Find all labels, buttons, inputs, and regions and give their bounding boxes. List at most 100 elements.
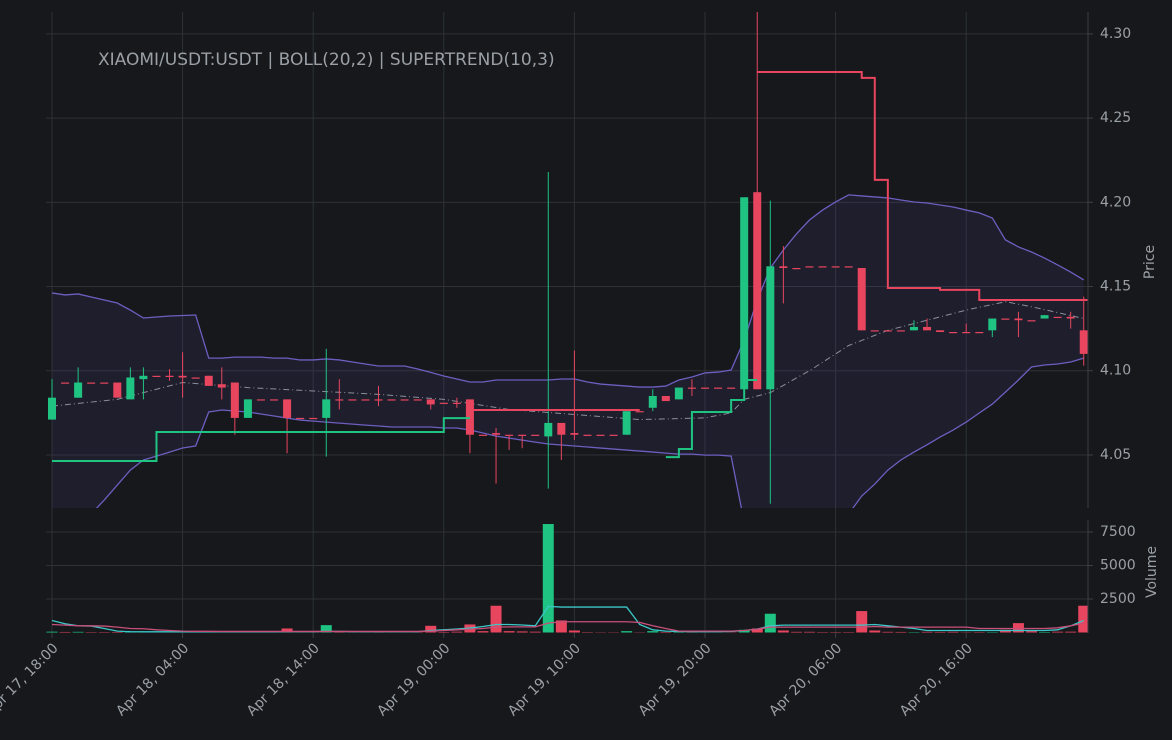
candle-body bbox=[361, 399, 370, 401]
candle-body bbox=[113, 382, 122, 398]
candle-body bbox=[949, 332, 958, 334]
candle-body bbox=[270, 399, 279, 401]
volume-bar bbox=[72, 631, 84, 633]
volume-bar bbox=[751, 628, 763, 633]
candle-body bbox=[1079, 330, 1088, 354]
candle-body bbox=[191, 377, 200, 379]
volume-bar bbox=[490, 605, 502, 633]
candle-body bbox=[962, 332, 971, 334]
volume-bar bbox=[542, 524, 554, 633]
candle-body bbox=[309, 417, 318, 420]
candle-body bbox=[740, 197, 749, 390]
y-tick-label: 7500 bbox=[1100, 524, 1136, 540]
volume-bar bbox=[1026, 631, 1037, 633]
candle-body bbox=[492, 433, 501, 435]
candle-body bbox=[152, 375, 161, 377]
candle-body bbox=[413, 399, 422, 401]
volume-bar bbox=[503, 631, 515, 633]
candle-body bbox=[753, 192, 762, 390]
candle-body bbox=[805, 266, 814, 268]
volume-bar bbox=[438, 631, 450, 633]
candle-body bbox=[936, 330, 945, 332]
candle-body bbox=[818, 266, 827, 268]
candle-body bbox=[844, 266, 853, 268]
candle-body bbox=[439, 402, 448, 404]
volume-bar bbox=[921, 631, 933, 633]
candle-body bbox=[1053, 316, 1062, 319]
candle-body bbox=[74, 382, 83, 398]
candle-body bbox=[779, 266, 788, 268]
candle-body bbox=[1066, 316, 1075, 319]
candle-body bbox=[505, 434, 514, 436]
y-tick-label: 4.30 bbox=[1100, 26, 1131, 42]
candle-body bbox=[139, 375, 148, 380]
candle-body bbox=[648, 396, 657, 408]
candle-body bbox=[883, 330, 892, 332]
candle-body bbox=[714, 387, 723, 389]
volume-bar bbox=[555, 620, 567, 633]
candle-body bbox=[426, 399, 435, 405]
candle-body bbox=[256, 399, 265, 401]
candle-body bbox=[557, 422, 566, 435]
volume-bar bbox=[999, 629, 1011, 633]
candle-body bbox=[374, 399, 383, 401]
candle-body bbox=[896, 330, 905, 332]
candle-body bbox=[100, 382, 109, 384]
y-axis-label: Volume bbox=[1144, 546, 1160, 598]
candle-body bbox=[1014, 318, 1023, 321]
volume-bar bbox=[777, 630, 789, 633]
candle-body bbox=[792, 268, 801, 270]
candle-body bbox=[596, 434, 605, 436]
candle-body bbox=[1001, 318, 1010, 320]
candle-body bbox=[635, 411, 644, 413]
volume-bar bbox=[1012, 623, 1024, 633]
candle-body bbox=[870, 330, 879, 332]
candle-body bbox=[544, 422, 553, 437]
candle-body bbox=[661, 396, 670, 402]
volume-bar bbox=[1052, 631, 1064, 633]
candle-body bbox=[87, 382, 96, 384]
volume-bar bbox=[59, 631, 71, 633]
candle-body bbox=[348, 399, 357, 401]
candle-body bbox=[531, 434, 540, 436]
candle-body bbox=[126, 377, 135, 400]
volume-ma-slow bbox=[51, 621, 1084, 633]
volume-bar bbox=[451, 631, 463, 633]
candle-body bbox=[923, 326, 932, 331]
volume-bar bbox=[895, 631, 907, 633]
y-tick-label: 2500 bbox=[1100, 591, 1136, 607]
volume-bar bbox=[111, 631, 123, 633]
candle-body bbox=[387, 399, 396, 401]
volume-bar bbox=[1078, 605, 1088, 633]
candle-body bbox=[296, 417, 305, 420]
candle-body bbox=[230, 382, 239, 418]
y-tick-label: 4.10 bbox=[1100, 363, 1131, 379]
candle-body bbox=[204, 375, 213, 386]
candle-body bbox=[243, 399, 252, 418]
volume-bar bbox=[947, 631, 959, 633]
candle-body bbox=[988, 318, 997, 331]
y-axis-label: Price bbox=[1142, 245, 1158, 279]
volume-bar bbox=[647, 631, 659, 633]
y-tick-label: 5000 bbox=[1100, 558, 1136, 574]
candle-body bbox=[165, 375, 174, 377]
volume-bar bbox=[333, 631, 345, 633]
candle-body bbox=[178, 375, 187, 378]
candle-body bbox=[217, 384, 226, 388]
volume-bar bbox=[882, 631, 894, 633]
supertrend-long bbox=[665, 379, 758, 459]
volume-bar bbox=[281, 628, 293, 633]
candle-body bbox=[400, 399, 409, 401]
volume-bar bbox=[790, 631, 802, 633]
chart-title: XIAOMI/USDT:USDT | BOLL(20,2) | SUPERTRE… bbox=[98, 50, 555, 70]
candle-body bbox=[335, 399, 344, 401]
y-tick-label: 4.25 bbox=[1100, 110, 1131, 126]
volume-bar bbox=[477, 631, 489, 633]
candle-body bbox=[909, 326, 918, 331]
volume-bar bbox=[46, 631, 58, 633]
candle-body bbox=[701, 387, 709, 389]
candle-body bbox=[61, 382, 70, 384]
volume-bar bbox=[568, 630, 580, 633]
candle-body bbox=[465, 399, 474, 435]
